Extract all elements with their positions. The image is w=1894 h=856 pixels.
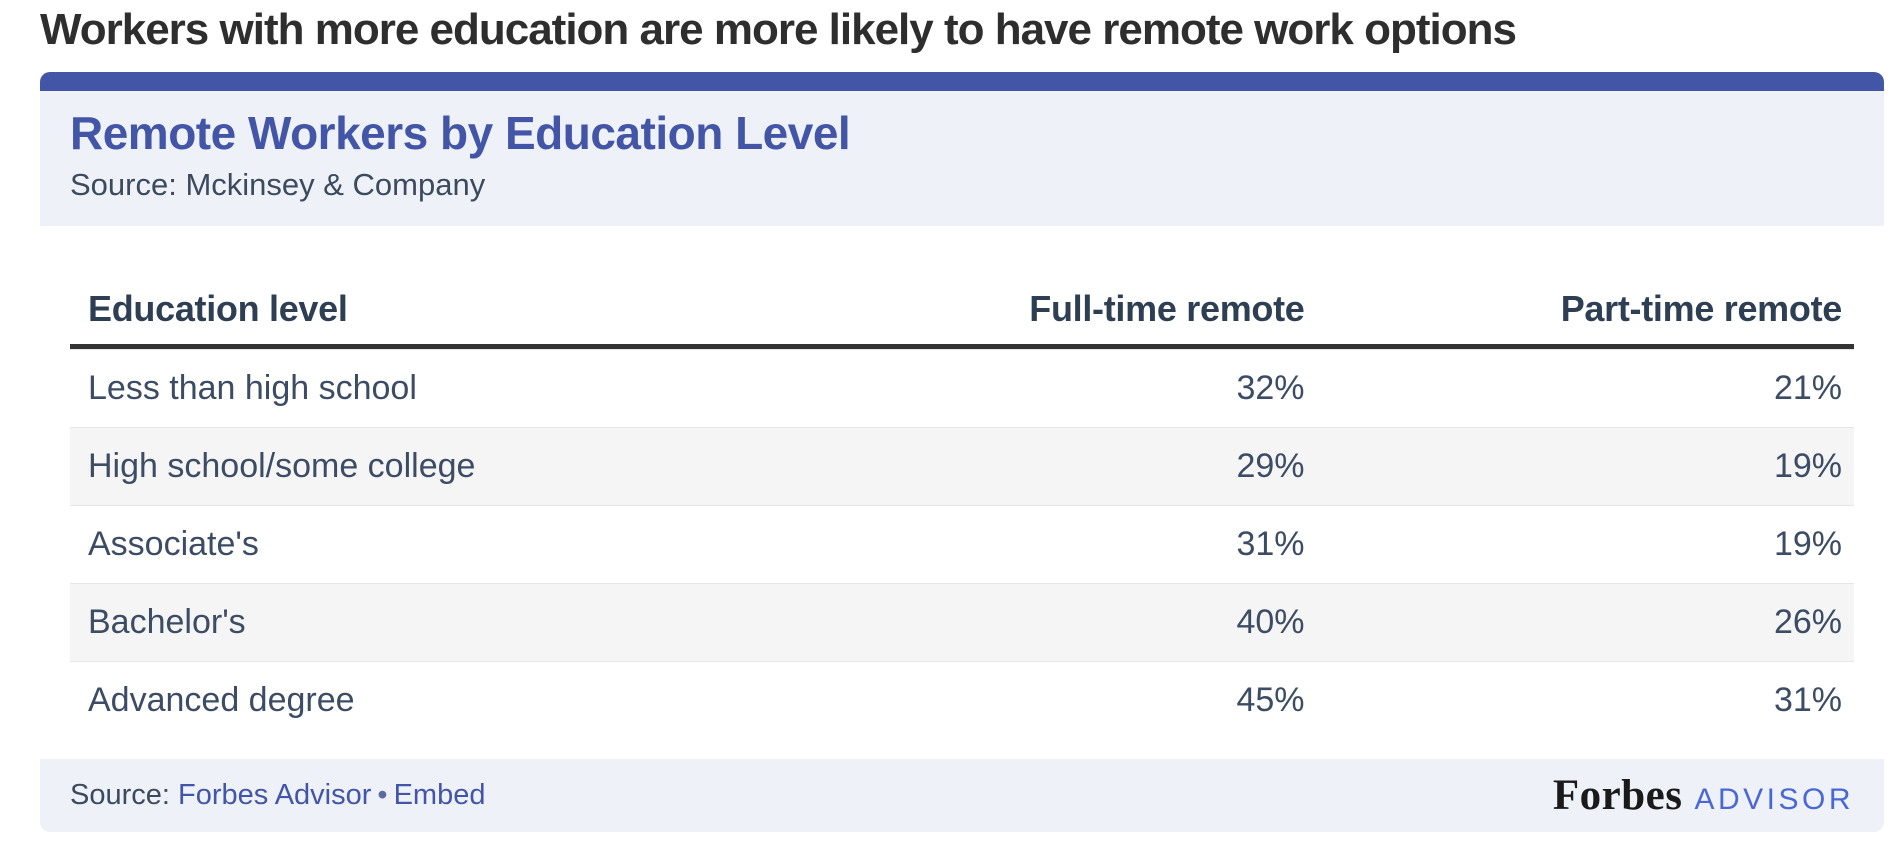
- table-header-row: Education level Full-time remote Part-ti…: [70, 288, 1854, 349]
- row-label: Associate's: [88, 525, 259, 563]
- data-table: Education level Full-time remote Part-ti…: [70, 288, 1854, 739]
- table-row: Associate's 31% 19%: [70, 505, 1854, 583]
- table-row: Advanced degree 45% 31%: [70, 661, 1854, 739]
- row-label: High school/some college: [88, 447, 476, 485]
- forbes-logo-wordmark: Forbes: [1552, 772, 1683, 819]
- card-accent-bar: [40, 72, 1884, 91]
- card-header: Remote Workers by Education Level Source…: [40, 91, 1884, 226]
- row-value-full-time: 32%: [1236, 369, 1305, 407]
- row-value-full-time: 31%: [1236, 525, 1305, 563]
- advisor-logo-wordmark: ADVISOR: [1694, 783, 1854, 816]
- table-row: Bachelor's 40% 26%: [70, 583, 1854, 661]
- column-header-full-time-remote: Full-time remote: [1029, 288, 1305, 329]
- row-value-part-time: 31%: [1773, 681, 1842, 719]
- footer-attribution: Source: Forbes Advisor • Embed: [70, 779, 485, 812]
- embed-widget-card: Remote Workers by Education Level Source…: [40, 72, 1884, 832]
- table-row: High school/some college 29% 19%: [70, 427, 1854, 505]
- row-value-part-time: 19%: [1773, 525, 1842, 563]
- row-label: Bachelor's: [88, 603, 246, 641]
- row-value-full-time: 29%: [1236, 447, 1305, 485]
- row-value-part-time: 21%: [1773, 369, 1842, 407]
- column-header-part-time-remote: Part-time remote: [1560, 288, 1843, 329]
- embed-link[interactable]: Embed: [393, 779, 486, 811]
- footer-source-label: Source:: [70, 779, 178, 811]
- row-value-full-time: 45%: [1236, 681, 1305, 719]
- row-value-part-time: 26%: [1773, 603, 1842, 641]
- page-title: Workers with more education are more lik…: [40, 5, 1517, 54]
- row-label: Advanced degree: [88, 681, 355, 719]
- row-value-full-time: 40%: [1236, 603, 1305, 641]
- card-footer: Source: Forbes Advisor • Embed Forbes ADVI…: [40, 759, 1884, 832]
- row-label: Less than high school: [88, 369, 417, 407]
- chart-title: Remote Workers by Education Level: [70, 107, 851, 159]
- column-header-education-level: Education level: [88, 288, 348, 329]
- table-row: Less than high school 32% 21%: [70, 349, 1854, 427]
- chart-source-note: Source: Mckinsey & Company: [70, 167, 486, 202]
- forbes-advisor-logo[interactable]: Forbes ADVISOR: [1553, 771, 1854, 820]
- bullet-separator: •: [377, 779, 388, 811]
- row-value-part-time: 19%: [1773, 447, 1842, 485]
- table-section: Education level Full-time remote Part-ti…: [40, 288, 1884, 739]
- forbes-advisor-link[interactable]: Forbes Advisor: [178, 779, 372, 811]
